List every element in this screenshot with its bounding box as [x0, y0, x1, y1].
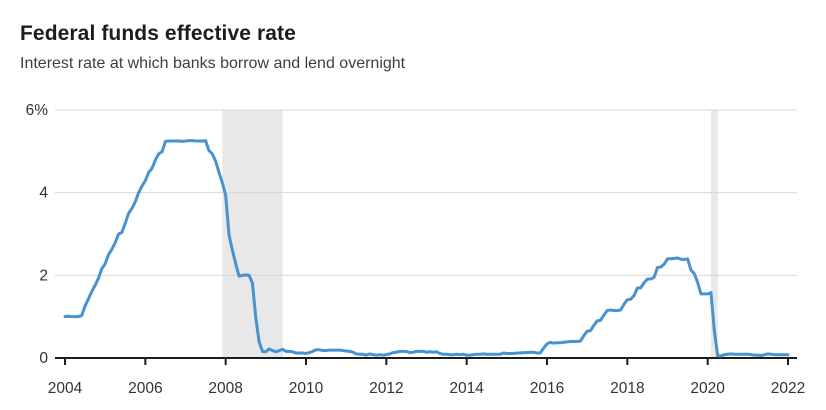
- recession-band: [222, 110, 283, 358]
- x-axis-tick-label: 2010: [289, 380, 324, 397]
- x-axis-tick-label: 2020: [690, 380, 725, 397]
- y-axis-tick-label: 0: [39, 350, 48, 367]
- x-axis-tick-label: 2006: [128, 380, 162, 397]
- x-axis-tick-label: 2016: [530, 380, 564, 397]
- x-axis-tick-label: 2014: [449, 380, 484, 397]
- y-axis-tick-label: 6%: [26, 102, 49, 119]
- x-axis-tick-label: 2022: [771, 380, 805, 397]
- chart-title: Federal funds effective rate: [20, 22, 296, 45]
- rate-line: [63, 139, 790, 358]
- recession-band: [711, 110, 718, 358]
- x-axis-tick-label: 2012: [369, 380, 403, 397]
- chart-header: Federal funds effective rate Interest ra…: [20, 22, 405, 73]
- x-axis-tick-label: 2004: [48, 380, 83, 397]
- x-axis-tick-label: 2008: [208, 380, 242, 397]
- y-axis-tick-label: 2: [39, 267, 48, 284]
- y-axis-tick-label: 4: [39, 185, 48, 202]
- chart-subtitle: Interest rate at which banks borrow and …: [20, 55, 406, 72]
- x-axis-tick-label: 2018: [610, 380, 644, 397]
